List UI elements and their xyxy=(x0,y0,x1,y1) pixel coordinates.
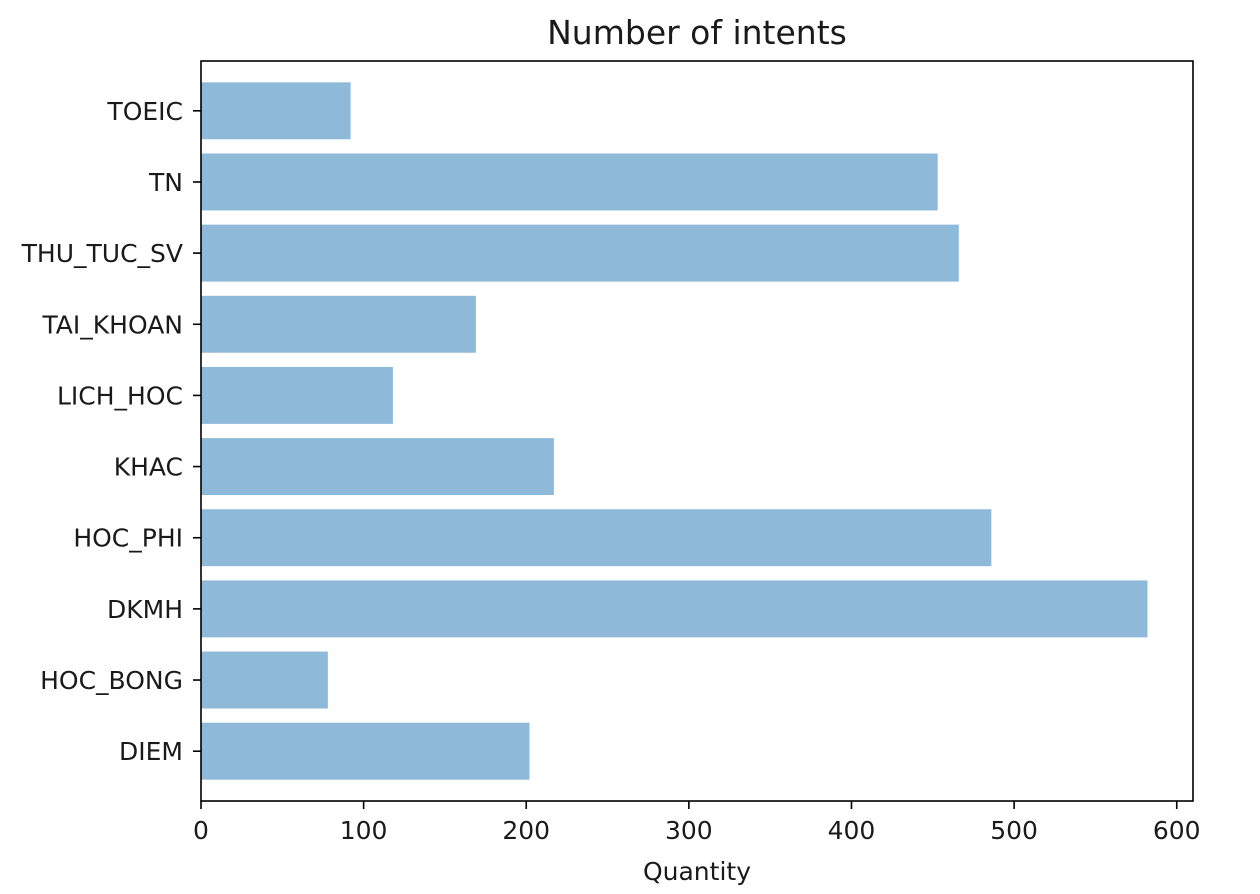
bar-tn xyxy=(201,153,938,211)
x-tick-label: 200 xyxy=(502,816,550,845)
y-tick-label: TN xyxy=(148,168,183,197)
y-tick-label: TOEIC xyxy=(106,97,183,126)
x-tick-label: 600 xyxy=(1153,816,1201,845)
bar-dkmh xyxy=(201,580,1148,638)
bar-hoc-phi xyxy=(201,509,992,567)
x-tick-label: 500 xyxy=(990,816,1038,845)
x-tick-label: 300 xyxy=(665,816,713,845)
y-tick-label: THU_TUC_SV xyxy=(21,239,183,268)
y-tick-label: DIEM xyxy=(119,737,183,766)
x-axis-label: Quantity xyxy=(643,857,751,886)
bar-khac xyxy=(201,438,554,496)
bar-diem xyxy=(201,722,530,780)
axes-layer: DIEM HOC_BONG DKMH HOC_PHI KHAC LICH_HOC TAI_K… xyxy=(21,60,1201,845)
bar-hoc-bong xyxy=(201,651,328,709)
bar-lich-hoc xyxy=(201,366,393,424)
bar-tai-khoan xyxy=(201,295,476,353)
y-tick-label: KHAC xyxy=(114,453,183,482)
y-tick-label: DKMH xyxy=(107,595,183,624)
chart-title: Number of intents xyxy=(547,13,847,52)
bar-toeic xyxy=(201,82,351,140)
plot-frame xyxy=(200,60,1194,802)
y-tick-label: HOC_BONG xyxy=(40,666,183,695)
bar-thu-tuc-sv xyxy=(201,224,959,282)
x-tick-label: 0 xyxy=(193,816,209,845)
x-tick-label: 100 xyxy=(340,816,388,845)
y-tick-label: LICH_HOC xyxy=(57,381,183,410)
x-tick-label: 400 xyxy=(828,816,876,845)
y-tick-label: HOC_PHI xyxy=(73,524,183,553)
bars-layer xyxy=(201,82,1148,780)
y-tick-label: TAI_KHOAN xyxy=(41,310,183,339)
